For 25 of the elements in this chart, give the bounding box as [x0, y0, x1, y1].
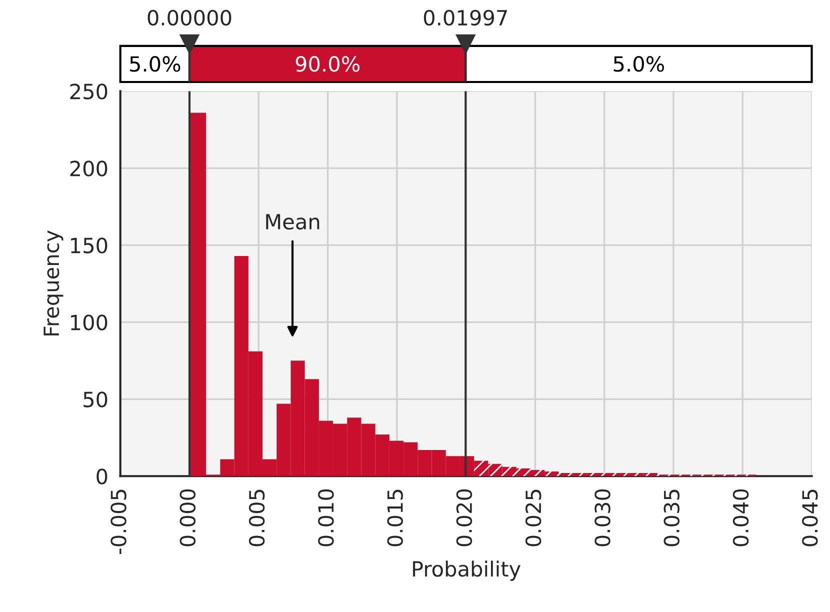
- x-tick-label: 0.030: [594, 489, 610, 546]
- y-tick-label: 0: [96, 468, 108, 484]
- x-tick-label: 0.010: [318, 489, 334, 546]
- x-tick-label: 0.005: [248, 490, 265, 546]
- y-tick-label: 200: [70, 160, 108, 176]
- x-tick-label: -0.005: [110, 490, 126, 554]
- x-tick-label: 0.045: [802, 490, 818, 546]
- annotation: Mean: [266, 214, 320, 230]
- y-axis-title: Frequency: [44, 230, 64, 336]
- x-tick-label: 0.025: [525, 490, 542, 546]
- y-tick-label: 50: [84, 392, 108, 408]
- ref-line-label: 0.00000: [148, 10, 232, 26]
- x-tick-label: 0.020: [456, 489, 472, 546]
- text: 5.0%: [614, 56, 664, 72]
- x-tick-label: 0.000: [180, 489, 196, 546]
- x-tick-label: 0.035: [664, 490, 680, 546]
- y-tick-label: 250: [70, 84, 108, 100]
- text: 5.0%: [130, 56, 180, 72]
- text: 90.0%: [296, 56, 360, 72]
- ref-line-label: 0.01997: [424, 10, 507, 26]
- x-axis-title: Probability: [413, 560, 520, 581]
- x-tick-label: 0.040: [732, 489, 749, 546]
- y-tick-label: 100: [71, 314, 108, 330]
- x-tick-label: 0.015: [387, 490, 403, 546]
- y-tick-label: 150: [71, 238, 108, 254]
